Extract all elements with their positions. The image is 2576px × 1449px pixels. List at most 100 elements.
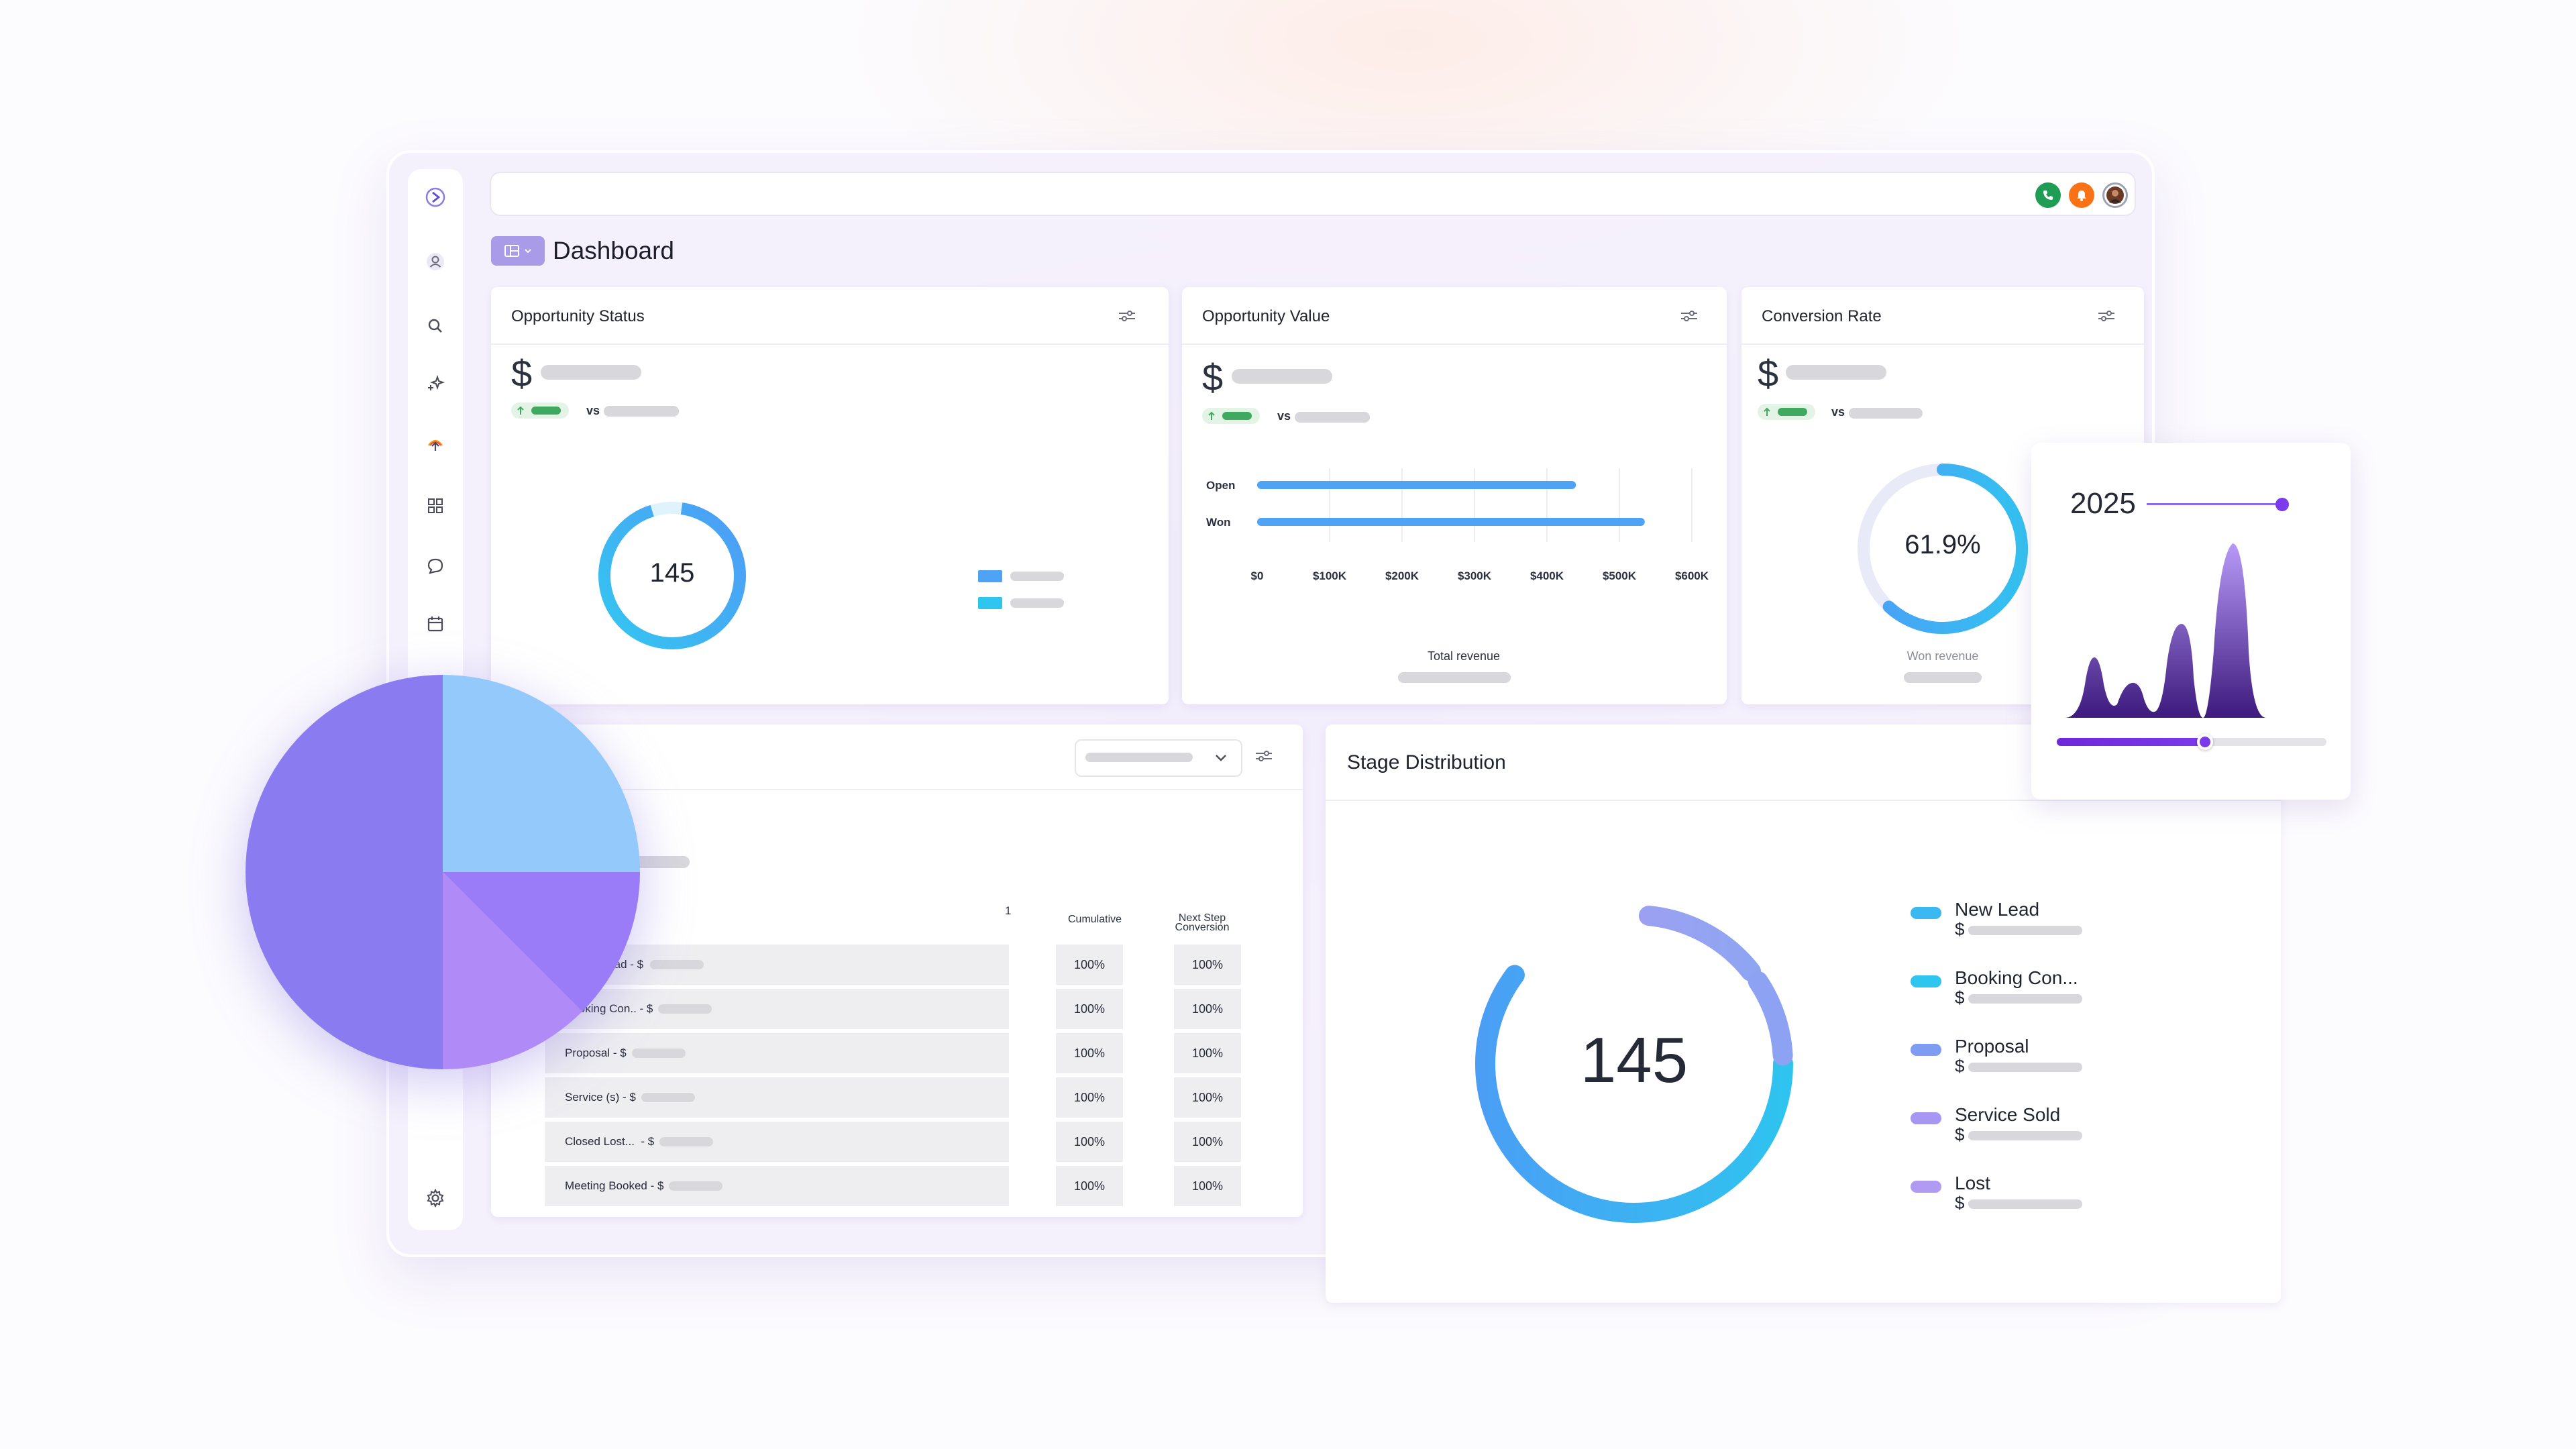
pie-overlay [246,675,640,1069]
row-label: Closed Lost... - $ [565,1135,655,1148]
apps-grid-icon[interactable] [419,490,451,522]
trend-area-chart [2065,543,2266,718]
vs-label: vs [586,404,600,417]
table-row[interactable]: Meeting Booked - $ [545,1166,1009,1206]
year-marker [2275,498,2289,511]
layout-grid-icon [504,245,519,257]
phone-icon[interactable] [2035,182,2061,208]
legend-currency: $ [1955,1056,1965,1076]
legend-placeholder [1968,1131,2082,1140]
year-label: 2025 [2070,487,2136,520]
legend-swatch [1911,975,1941,987]
stage-total: 145 [1580,1024,1688,1096]
next-step-header-line2: Conversion [1175,922,1230,933]
table-row[interactable]: Service (s) - $ [545,1077,1009,1118]
row-label: Service (s) - $ [565,1091,636,1104]
next-step-cell: 100% [1174,945,1241,985]
funnel-card: 1 Cumulative Next Step Conversion ...ead… [491,724,1303,1217]
value-placeholder [541,365,641,380]
search-icon[interactable] [419,310,451,342]
bar-won[interactable] [1257,518,1645,526]
vs-label: vs [1277,409,1291,423]
legend-placeholder [1968,1063,2082,1072]
legend-currency: $ [1955,1124,1965,1144]
legend-currency: $ [1955,1193,1965,1213]
cumulative-cell: 100% [1056,1122,1123,1162]
logo-icon[interactable] [419,181,451,213]
bell-icon[interactable] [2069,182,2094,208]
legend-item-new-lead: New Lead $ [1911,899,2085,939]
cumulative-cell: 100% [1056,1077,1123,1118]
legend-name: Lost [1955,1173,1990,1193]
value-placeholder [1786,365,1886,380]
filter-icon[interactable] [2097,309,2116,323]
table-row[interactable]: Closed Lost... - $ [545,1122,1009,1162]
comparison-placeholder [604,406,679,417]
legend-swatch [1911,907,1941,919]
x-tick-label: $500K [1603,570,1637,582]
legend-name: Service Sold [1955,1104,2061,1125]
filter-icon[interactable] [1680,309,1699,323]
cumulative-cell: 100% [1056,989,1123,1029]
filter-icon[interactable] [1118,309,1136,323]
filter-icon[interactable] [1254,749,1273,763]
pie-slice[interactable] [443,872,640,1012]
launch-icon[interactable] [419,428,451,460]
legend-item-booking: Booking Con... $ [1911,967,2085,1008]
legend-placeholder [1968,1199,2082,1209]
x-axis-label: Total revenue [1427,649,1501,663]
divider [491,789,1303,790]
year-trend-widget: 2025 [2031,443,2351,800]
column-marker: 1 [1005,904,1012,917]
stage-distribution-card: Stage Distribution 145 [1326,724,2281,1303]
footer-placeholder [1398,672,1511,683]
legend-name: Booking Con... [1955,967,2078,988]
legend-placeholder [1010,598,1064,608]
chat-icon[interactable] [419,550,451,582]
table-row[interactable]: Proposal - $ [545,1033,1009,1073]
card-title: Stage Distribution [1347,751,1506,773]
opportunity-status-card: Opportunity Status $ vs 145 [491,287,1169,704]
value-placeholder [1232,369,1332,384]
year-slider-handle[interactable] [2197,734,2214,750]
y-category-label: Open [1206,479,1235,492]
ai-sparkle-icon[interactable] [419,368,451,400]
legend-swatch [978,570,1002,582]
calendar-icon[interactable] [419,608,451,640]
next-step-cell: 100% [1174,989,1241,1029]
card-title: Conversion Rate [1762,307,1882,325]
comparison-placeholder [1295,412,1370,423]
layout-button[interactable] [491,236,545,266]
legend-currency: $ [1955,919,1965,939]
pie-slice[interactable] [443,675,640,872]
conversion-progress-arc [1858,464,2028,634]
x-tick-label: $300K [1458,570,1492,582]
legend-placeholder [1010,572,1064,581]
contacts-icon[interactable] [419,246,451,278]
legend-item-service-sold: Service Sold $ [1911,1104,2085,1144]
table-row[interactable]: Booking Con.. - $ [545,989,1009,1029]
legend-swatch [978,597,1002,609]
cumulative-cell: 100% [1056,1033,1123,1073]
vs-label: vs [1831,405,1845,419]
card-title: Opportunity Value [1202,307,1330,325]
legend-placeholder [1968,994,2082,1004]
pie-slice[interactable] [246,675,443,1069]
status-donut [598,502,746,649]
avatar[interactable] [2102,182,2128,208]
funnel-dropdown[interactable] [1075,739,1242,777]
dropdown-placeholder [1085,753,1193,762]
conversion-ring [1858,464,2028,634]
legend-swatch [1911,1044,1941,1056]
currency-symbol: $ [511,352,533,394]
x-tick-label: $600K [1675,570,1709,582]
stage-donut [1475,905,1793,1223]
bar-open[interactable] [1257,481,1576,489]
card-header: Conversion Rate [1741,287,2144,345]
legend-name: Proposal [1955,1036,2029,1057]
pie-slice[interactable] [443,872,582,1069]
currency-symbol: $ [1758,352,1779,394]
settings-icon[interactable] [419,1182,451,1214]
card-title: Opportunity Status [511,307,645,325]
next-step-cell: 100% [1174,1122,1241,1162]
